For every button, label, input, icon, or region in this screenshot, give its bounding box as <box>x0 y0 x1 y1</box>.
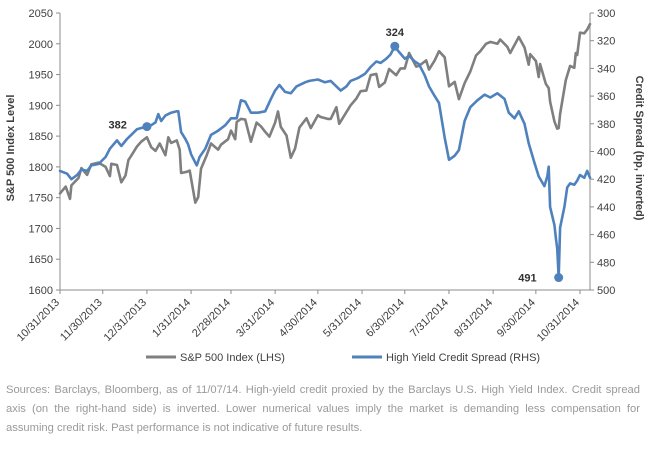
left-axis-title: S&P 500 Index Level <box>5 95 17 202</box>
right-axis-title: Credit Spread (bp, inverted) <box>633 76 645 221</box>
left-tick-label: 1750 <box>29 193 53 205</box>
annotation-layer: 382 324 491 <box>109 27 564 285</box>
left-tick-label: 1650 <box>29 254 53 266</box>
chart: 1600 1650 1700 1750 1800 1850 1900 1950 2000 2050… <box>5 8 645 364</box>
source-note: Sources: Barclays, Bloomberg, as of 11/0… <box>6 384 640 434</box>
x-tick-label: 12/31/2013 <box>102 297 149 344</box>
x-tick-label: 10/31/2014 <box>535 297 582 344</box>
right-tick-label: 320 <box>597 36 615 48</box>
x-tick-label: 11/30/2013 <box>58 297 105 344</box>
annotation-label-491: 491 <box>518 273 536 285</box>
legend-spread-label: High Yield Credit Spread (RHS) <box>386 352 540 364</box>
x-tick-label: 3/31/2014 <box>234 297 277 340</box>
series-layer <box>58 22 592 279</box>
legend-sp500-label: S&P 500 Index (LHS) <box>180 352 285 364</box>
x-tick-label: 4/30/2014 <box>277 297 320 340</box>
left-tick-label: 2050 <box>29 8 53 20</box>
right-tick-label: 360 <box>597 91 615 103</box>
annotation-marker-491 <box>554 273 564 283</box>
axes: 1600 1650 1700 1750 1800 1850 1900 1950 2000 2050… <box>15 8 616 344</box>
x-tick-label: 8/31/2014 <box>452 297 495 340</box>
right-tick-label: 300 <box>597 8 615 20</box>
right-tick-label: 440 <box>597 202 615 214</box>
x-tick-label: 2/28/2014 <box>190 297 233 340</box>
x-tick-label: 5/31/2014 <box>321 297 364 340</box>
left-tick-label: 1850 <box>29 131 53 143</box>
annotation-marker-382 <box>142 122 152 132</box>
right-tick-label: 380 <box>597 119 615 131</box>
x-tick-label: 1/31/2014 <box>150 297 193 340</box>
right-tick-label: 400 <box>597 147 615 159</box>
right-tick-label: 420 <box>597 174 615 186</box>
right-tick-label: 500 <box>597 285 615 297</box>
left-tick-label: 1950 <box>29 70 53 82</box>
x-tick-label: 7/31/2014 <box>408 297 451 340</box>
credit-spread-line <box>58 44 592 279</box>
x-tick-label: 10/31/2013 <box>15 297 62 344</box>
left-tick-label: 1900 <box>29 100 53 112</box>
right-tick-label: 480 <box>597 257 615 269</box>
left-tick-label: 1800 <box>29 162 53 174</box>
annotation-label-382: 382 <box>109 120 127 132</box>
right-tick-label: 340 <box>597 63 615 75</box>
legend: S&P 500 Index (LHS) High Yield Credit Sp… <box>146 352 540 364</box>
left-tick-label: 2000 <box>29 39 53 51</box>
annotation-label-324: 324 <box>386 27 405 39</box>
right-tick-label: 460 <box>597 230 615 242</box>
left-tick-label: 1600 <box>29 285 53 297</box>
left-tick-label: 1700 <box>29 223 53 235</box>
annotation-marker-324 <box>390 41 400 51</box>
x-tick-label: 6/30/2014 <box>364 297 407 340</box>
sp500-line <box>58 22 592 204</box>
x-tick-label: 9/30/2014 <box>495 297 538 340</box>
